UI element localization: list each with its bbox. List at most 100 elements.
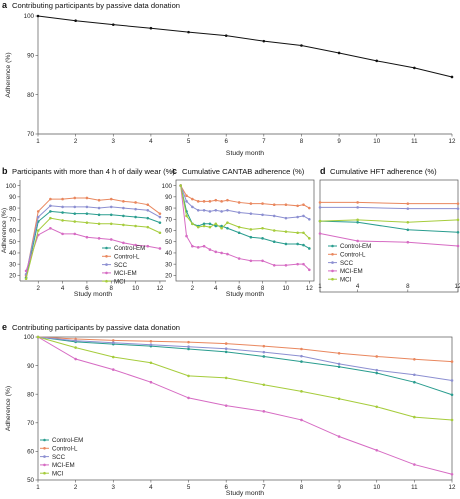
data-point-mci: [196, 225, 200, 229]
y-tick-label: 60: [27, 449, 34, 456]
series-line-scc: [25, 205, 161, 275]
data-point-mci: [179, 184, 182, 187]
data-point-control-l: [237, 201, 241, 204]
series-line-mci: [180, 185, 310, 239]
data-point-control-l: [406, 202, 410, 205]
data-point-control-l: [109, 197, 113, 201]
data-point-control-l: [249, 202, 253, 205]
legend-marker: [43, 463, 46, 467]
y-axis-label: Adherence (%): [1, 208, 8, 253]
data-point-control-l: [214, 198, 218, 202]
data-point-overall: [149, 26, 153, 30]
data-point-control-l: [49, 197, 52, 201]
data-point-mci: [214, 222, 218, 226]
data-point-mci-em: [261, 259, 264, 263]
data-point-overall: [300, 44, 303, 47]
data-point-control-l: [85, 196, 89, 200]
data-point-mci-em: [284, 263, 288, 267]
data-point-control-l: [262, 344, 266, 348]
series-line-mci: [37, 336, 453, 421]
legend-marker: [105, 263, 108, 266]
data-point-mci-em: [296, 262, 299, 266]
data-point-control-l: [300, 347, 303, 351]
legend-label: Control-L: [114, 254, 140, 261]
data-point-mci-em: [226, 252, 229, 256]
data-point-mci: [134, 224, 137, 228]
y-tick-label: 60: [9, 228, 16, 235]
legend-label: SCC: [340, 260, 354, 267]
data-point-scc: [97, 206, 101, 210]
legend-label: MCI: [340, 276, 352, 283]
data-point-overall: [36, 14, 40, 18]
x-tick-label: 9: [337, 484, 341, 491]
x-tick-label: 2: [74, 138, 78, 145]
data-point-mci-em: [224, 404, 228, 407]
panel-e: e Contributing participants by passive da…: [2, 322, 456, 497]
x-tick-label: 7: [262, 484, 266, 491]
y-tick-label: 20: [165, 273, 172, 280]
data-point-scc: [49, 204, 52, 208]
data-point-mci: [149, 361, 153, 365]
data-point-mci-em: [302, 262, 305, 266]
data-point-mci: [226, 221, 229, 224]
data-point-control-l: [191, 197, 194, 201]
data-point-scc: [337, 362, 341, 366]
x-tick-label: 12: [449, 484, 456, 491]
legend-marker: [105, 246, 108, 250]
plot-frame: [37, 336, 453, 481]
data-point-scc: [146, 209, 150, 212]
data-point-control-l: [224, 342, 228, 345]
x-tick-label: 11: [411, 138, 418, 145]
data-point-control-em: [456, 230, 460, 234]
x-tick-label: 12: [449, 138, 456, 145]
data-point-mci: [413, 415, 416, 419]
data-point-scc: [149, 343, 153, 347]
y-tick-label: 90: [27, 363, 34, 370]
data-point-control-l: [308, 206, 311, 210]
series-line-control-l: [37, 336, 453, 363]
data-point-mci-em: [97, 237, 101, 240]
series-line-mci: [25, 217, 161, 279]
data-point-overall: [337, 51, 341, 55]
data-point-mci: [185, 214, 188, 218]
data-point-mci: [337, 397, 341, 401]
data-point-mci-em: [308, 268, 311, 272]
data-point-mci-em: [202, 244, 206, 248]
data-point-scc: [226, 209, 229, 212]
data-point-control-em: [450, 393, 454, 397]
legend-label: Control-L: [340, 252, 366, 259]
data-point-mci: [220, 226, 223, 230]
data-point-mci-em: [337, 435, 341, 438]
data-point-control-em: [97, 213, 101, 217]
y-tick-label: 30: [9, 261, 16, 268]
data-point-mci: [61, 219, 64, 222]
data-point-control-em: [158, 221, 162, 224]
data-point-mci-em: [146, 244, 150, 248]
data-point-mci: [249, 228, 253, 231]
legend-marker: [105, 271, 108, 275]
data-point-control-l: [187, 340, 190, 344]
legend-label: Control-L: [52, 446, 78, 453]
data-point-scc: [185, 200, 188, 203]
y-tick-label: 90: [165, 194, 172, 201]
chart-title: Cumulative HFT adherence (%): [330, 167, 437, 176]
data-point-control-em: [296, 242, 299, 246]
y-axis-label: Adherence (%): [5, 386, 12, 431]
y-tick-label: 90: [9, 194, 16, 201]
panel-letter: c: [172, 166, 177, 176]
data-point-mci: [450, 418, 454, 422]
data-point-control-l: [356, 201, 359, 204]
data-point-mci-em: [356, 239, 359, 243]
series-line-control-em: [25, 210, 161, 278]
x-tick-label: 12: [306, 285, 313, 292]
plot-frame: [319, 179, 459, 293]
data-point-mci: [187, 374, 190, 378]
data-point-scc: [196, 209, 200, 212]
legend-label: MCI-EM: [114, 270, 137, 277]
data-point-mci: [262, 383, 266, 387]
x-axis-label: Study month: [74, 291, 112, 298]
data-point-mci: [74, 346, 77, 349]
data-point-scc: [450, 379, 454, 382]
chart-title: Cumulative CANTAB adherence (%): [182, 167, 305, 176]
x-tick-label: 4: [214, 285, 218, 292]
